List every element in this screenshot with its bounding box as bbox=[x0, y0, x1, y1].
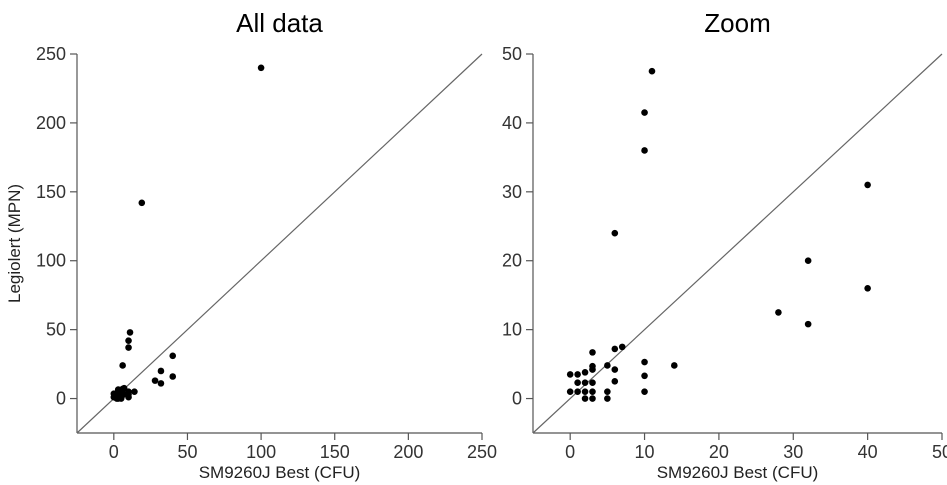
data-point bbox=[574, 388, 581, 395]
y-tick-label: 250 bbox=[36, 44, 66, 64]
data-point bbox=[581, 379, 589, 386]
x-tick-label: 40 bbox=[858, 442, 878, 462]
data-point bbox=[648, 67, 656, 75]
data-point bbox=[120, 384, 128, 392]
x-tick-label: 150 bbox=[320, 442, 350, 462]
data-point bbox=[138, 199, 146, 207]
data-point bbox=[864, 284, 871, 292]
data-point bbox=[775, 309, 782, 316]
data-point bbox=[604, 362, 611, 369]
data-point bbox=[589, 379, 596, 386]
data-point bbox=[641, 147, 648, 154]
y-tick-label: 50 bbox=[502, 44, 522, 64]
data-point bbox=[604, 395, 611, 402]
data-point bbox=[169, 373, 177, 380]
data-point bbox=[589, 388, 596, 395]
data-point bbox=[589, 366, 596, 373]
data-point bbox=[641, 109, 648, 116]
y-tick-label: 0 bbox=[56, 389, 66, 409]
y-tick-label: 50 bbox=[46, 320, 66, 340]
x-tick-label: 20 bbox=[709, 442, 729, 462]
chart-title: All data bbox=[236, 8, 323, 38]
identity-line bbox=[76, 53, 483, 434]
x-tick-label: 0 bbox=[109, 442, 119, 462]
y-tick-label: 20 bbox=[502, 251, 522, 271]
data-point bbox=[581, 395, 589, 402]
data-point bbox=[119, 391, 126, 399]
data-point bbox=[169, 352, 177, 360]
y-tick-label: 200 bbox=[36, 113, 66, 133]
data-point bbox=[804, 257, 812, 265]
data-point bbox=[581, 369, 589, 376]
x-tick-label: 0 bbox=[565, 442, 575, 462]
data-point bbox=[125, 337, 132, 344]
y-tick-label: 40 bbox=[502, 113, 522, 133]
y-tick-label: 0 bbox=[512, 389, 522, 409]
x-tick-label: 50 bbox=[932, 442, 947, 462]
y-tick-label: 30 bbox=[502, 182, 522, 202]
data-point bbox=[589, 349, 596, 356]
data-point bbox=[151, 377, 159, 384]
panel-all-data: All data 0 50 100 150 200 250 0 50 100 150 200 250 SM… bbox=[5, 8, 497, 482]
y-tick-label: 100 bbox=[36, 251, 66, 271]
y-tick-label: 150 bbox=[36, 182, 66, 202]
data-point bbox=[589, 395, 596, 402]
panel-zoom: Zoom 0 10 20 30 40 50 0 10 20 30 40 50 SM9260J Best (… bbox=[502, 8, 947, 482]
data-point bbox=[125, 344, 132, 351]
data-point bbox=[574, 379, 581, 386]
x-tick-label: 50 bbox=[177, 442, 197, 462]
data-point bbox=[157, 380, 165, 387]
data-point bbox=[126, 329, 134, 336]
data-point bbox=[618, 343, 626, 351]
data-point bbox=[864, 181, 871, 189]
data-point bbox=[257, 64, 265, 72]
data-point bbox=[611, 345, 619, 353]
data-point bbox=[125, 393, 132, 401]
data-point bbox=[611, 378, 619, 385]
x-axis-label: SM9260J Best (CFU) bbox=[199, 463, 361, 482]
data-point bbox=[804, 320, 812, 328]
x-tick-label: 10 bbox=[635, 442, 655, 462]
data-point bbox=[581, 388, 589, 395]
data-point bbox=[119, 362, 126, 369]
x-tick-label: 100 bbox=[246, 442, 276, 462]
data-point bbox=[131, 388, 138, 395]
data-point bbox=[641, 388, 648, 395]
data-point bbox=[641, 372, 648, 380]
data-point bbox=[641, 358, 648, 366]
data-point bbox=[611, 366, 619, 373]
identity-line bbox=[532, 53, 943, 434]
data-point bbox=[566, 371, 574, 378]
chart-title: Zoom bbox=[704, 8, 770, 38]
data-point bbox=[574, 371, 581, 378]
y-axis-label: Legiolert (MPN) bbox=[5, 184, 24, 303]
x-tick-label: 200 bbox=[393, 442, 423, 462]
data-point bbox=[157, 367, 165, 375]
x-tick-label: 250 bbox=[467, 442, 497, 462]
x-tick-label: 30 bbox=[783, 442, 803, 462]
data-point bbox=[611, 229, 619, 237]
data-point bbox=[566, 388, 574, 395]
y-tick-label: 10 bbox=[502, 320, 522, 340]
x-axis-label: SM9260J Best (CFU) bbox=[657, 463, 819, 482]
data-point bbox=[670, 362, 678, 369]
data-point bbox=[604, 388, 611, 395]
